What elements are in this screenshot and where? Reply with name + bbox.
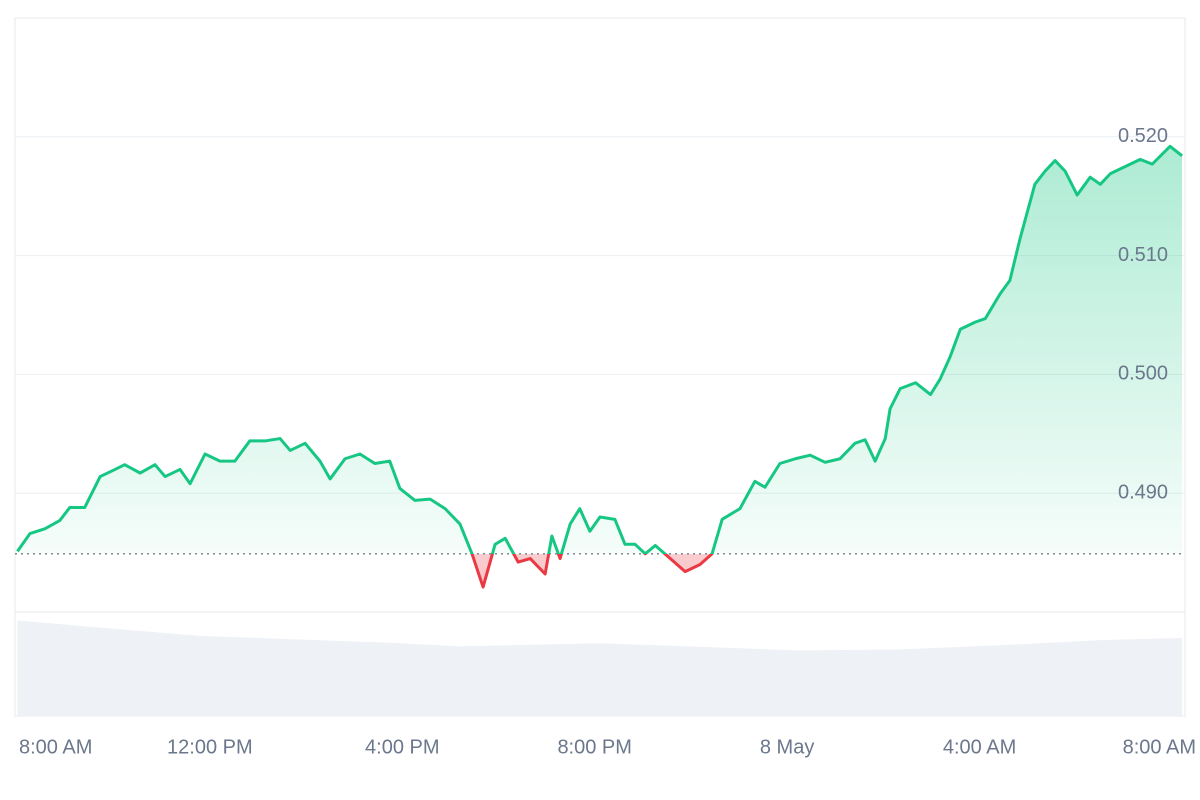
x-tick-label: 4:00 PM [365,736,439,758]
y-tick-label: 0.510 [1118,244,1168,266]
y-tick-label: 0.490 [1118,481,1168,503]
x-tick-label: 12:00 PM [167,736,253,758]
x-tick-label: 8:00 AM [19,736,92,758]
x-tick-label: 8 May [760,736,814,758]
price-area [17,146,1183,588]
volume-area [17,620,1183,716]
y-tick-label: 0.520 [1118,125,1168,147]
y-tick-label: 0.500 [1118,363,1168,385]
price-line [16,144,1184,589]
x-tick-label: 8:00 PM [557,736,631,758]
x-tick-label: 8:00 AM [1123,736,1196,758]
x-tick-label: 4:00 AM [943,736,1016,758]
